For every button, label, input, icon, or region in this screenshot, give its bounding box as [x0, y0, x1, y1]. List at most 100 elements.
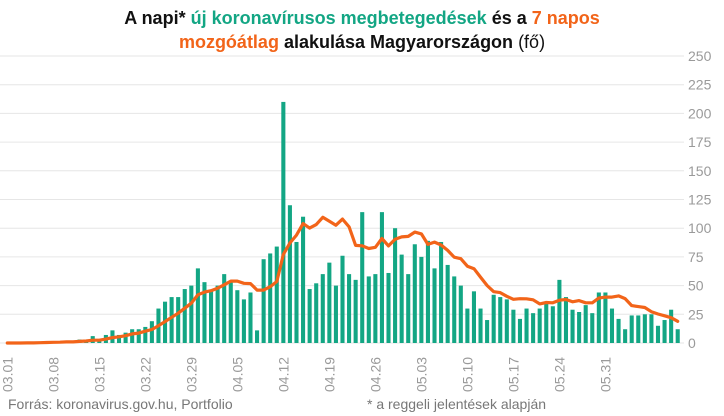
bar: [130, 329, 135, 343]
bar-series: [24, 101, 680, 343]
bar: [590, 313, 595, 343]
y-tick-label: 250: [688, 48, 712, 64]
bar: [222, 274, 227, 343]
bar: [458, 285, 463, 343]
bar: [655, 325, 661, 343]
bar: [373, 274, 378, 343]
bar: [235, 290, 240, 343]
y-tick-label: 175: [688, 134, 712, 150]
bar: [143, 326, 148, 343]
bar: [287, 205, 292, 343]
bar: [557, 279, 562, 343]
title-segment: 7 napos: [532, 8, 600, 28]
bar: [537, 308, 542, 343]
bar: [327, 262, 332, 343]
bar: [471, 291, 476, 343]
bar: [498, 297, 503, 343]
bar: [662, 320, 667, 343]
bar: [675, 329, 680, 343]
bar: [531, 313, 536, 343]
bar: [320, 274, 325, 343]
y-tick-label: 100: [688, 220, 712, 236]
bar: [504, 299, 509, 343]
bar: [577, 312, 582, 343]
y-tick-label: 150: [688, 163, 712, 179]
bar: [452, 276, 457, 343]
chart-title-line-2: mozgóátlag alakulása Magyarországon (fő): [179, 32, 545, 52]
title-segment: új koronavírusos megbetegedések: [191, 8, 488, 28]
bar: [360, 212, 365, 343]
bar: [432, 268, 437, 343]
bar: [353, 279, 358, 343]
bar: [629, 315, 634, 343]
bar: [544, 302, 549, 343]
bar: [255, 330, 260, 343]
bar: [465, 308, 470, 343]
y-axis: 0 25 50 75 100 125 150 175 200 225 250: [688, 48, 712, 351]
y-tick-label: 125: [688, 192, 712, 208]
bar: [636, 315, 641, 343]
moving-average-line: [5, 215, 680, 345]
bar: [182, 289, 187, 343]
bar: [189, 285, 194, 343]
title-segment: mozgóátlag: [179, 32, 279, 52]
x-tick-label: 03.01: [0, 357, 15, 392]
bar: [412, 244, 417, 343]
bar: [386, 272, 391, 343]
bar: [228, 282, 233, 343]
bar: [642, 314, 647, 343]
source-text: Forrás: koronavirus.gov.hu, Portfolio: [8, 396, 233, 412]
bar: [202, 282, 207, 343]
x-tick-label: 04.26: [367, 357, 383, 392]
bar: [583, 305, 588, 343]
bar: [333, 285, 338, 343]
bar: [393, 228, 398, 343]
bar: [176, 297, 181, 343]
bar: [669, 309, 674, 343]
bar: [248, 292, 253, 343]
bar: [281, 101, 286, 343]
bar: [478, 308, 483, 343]
x-tick-label: 05.17: [505, 357, 521, 392]
x-tick-label: 04.19: [321, 357, 337, 392]
bar: [649, 314, 654, 343]
x-tick-label: 03.08: [45, 357, 61, 392]
bar: [399, 254, 404, 343]
y-tick-label: 200: [688, 105, 712, 121]
bar: [169, 297, 174, 343]
bar: [294, 241, 299, 343]
bar: [366, 276, 371, 343]
y-tick-label: 0: [688, 335, 696, 351]
x-axis: 03.01 03.08 03.15 03.22 03.29 04.05 04.12 04.19…: [0, 357, 613, 392]
y-tick-label: 225: [688, 77, 712, 93]
x-tick-label: 03.22: [137, 357, 153, 392]
bar: [149, 321, 154, 343]
bar: [419, 256, 424, 343]
bar: [209, 291, 214, 343]
bar: [491, 294, 496, 343]
bar: [268, 253, 273, 343]
bar: [307, 289, 312, 343]
bar: [215, 285, 220, 343]
x-tick-label: 03.29: [183, 357, 199, 392]
bar: [485, 320, 490, 343]
bar: [406, 274, 411, 343]
bar: [347, 274, 352, 343]
title-segment: A napi*: [124, 8, 190, 28]
x-tick-label: 05.03: [413, 357, 429, 392]
bar: [274, 246, 279, 343]
bar: [123, 332, 128, 343]
bar: [550, 306, 555, 343]
bar: [563, 297, 569, 343]
bar: [314, 283, 319, 343]
y-tick-label: 50: [688, 278, 704, 294]
moving-average-series: [5, 215, 680, 345]
grid-lines: [0, 55, 684, 344]
bar: [379, 212, 384, 343]
title-segment: és a: [487, 8, 532, 28]
x-tick-label: 04.12: [275, 357, 291, 392]
bar: [261, 259, 266, 343]
bar: [425, 240, 430, 343]
bar: [340, 255, 345, 343]
